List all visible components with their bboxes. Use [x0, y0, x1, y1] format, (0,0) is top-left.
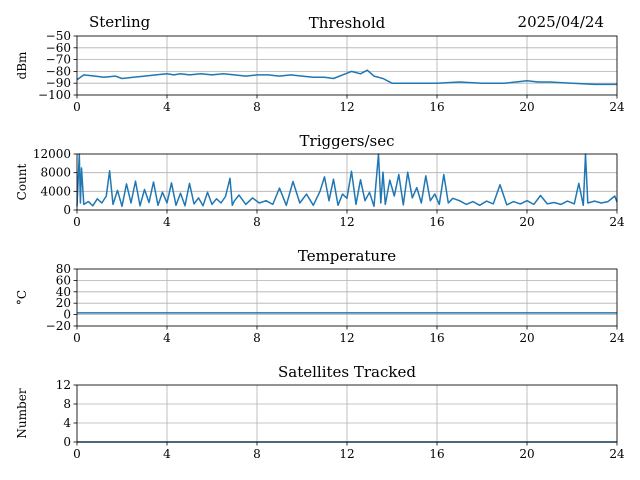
- y-tick-label: 0: [63, 435, 71, 449]
- x-tick-label: 20: [519, 100, 534, 114]
- x-tick-label: 24: [609, 447, 625, 461]
- y-tick-label: −90: [46, 76, 71, 90]
- x-tick-label: 4: [163, 331, 171, 345]
- y-tick-label: 0: [63, 203, 71, 217]
- x-tick-label: 24: [609, 215, 625, 229]
- y-tick-label: −70: [46, 53, 71, 67]
- x-tick-label: 0: [73, 447, 81, 461]
- x-tick-label: 12: [339, 100, 354, 114]
- chart-title: Satellites Tracked: [278, 363, 416, 381]
- y-tick-label: −20: [46, 319, 71, 333]
- x-tick-label: 0: [73, 331, 81, 345]
- y-axis-label: Number: [15, 388, 29, 438]
- x-tick-label: 20: [519, 447, 534, 461]
- y-tick-label: −60: [46, 41, 71, 55]
- x-tick-label: 8: [253, 447, 261, 461]
- series-line: [76, 69, 617, 86]
- x-tick-label: 0: [73, 100, 81, 114]
- x-tick-label: 24: [609, 100, 625, 114]
- x-tick-label: 4: [163, 447, 171, 461]
- y-tick-label: 12000: [33, 147, 71, 161]
- chart-title: Temperature: [298, 247, 396, 265]
- chart-panels: 0 4 8 12 16 20 24 −100−90−80−70−60−50 Threshold d…: [15, 14, 625, 461]
- y-axis-label: °C: [15, 290, 29, 305]
- y-tick-label: 8: [63, 397, 71, 411]
- x-tick-label: 16: [429, 215, 444, 229]
- x-tick-label: 20: [519, 331, 534, 345]
- x-tick-label: 4: [163, 100, 171, 114]
- y-tick-label: 60: [56, 273, 71, 287]
- y-axis-label: Count: [15, 163, 29, 200]
- y-tick-label: 8000: [40, 166, 71, 180]
- y-tick-label: −50: [46, 29, 71, 43]
- y-tick-label: 12: [56, 378, 71, 392]
- y-tick-label: 40: [56, 285, 71, 299]
- chart-panel-1: 0 4 8 12 16 20 24 −100−90−80−70−60−50 Threshold d…: [15, 14, 625, 114]
- x-tick-label: 12: [339, 331, 354, 345]
- x-tick-label: 16: [429, 100, 444, 114]
- x-tick-label: 8: [253, 100, 261, 114]
- series-line: [76, 153, 618, 208]
- x-tick-label: 8: [253, 215, 261, 229]
- report-date: 2025/04/24: [518, 13, 604, 31]
- y-tick-label: 20: [56, 296, 71, 310]
- y-axis-label: dBm: [15, 51, 29, 80]
- x-tick-label: 8: [253, 331, 261, 345]
- y-tick-label: 4000: [40, 184, 71, 198]
- station-name: Sterling: [89, 13, 151, 31]
- y-tick-label: −80: [46, 64, 71, 78]
- x-tick-label: 24: [609, 331, 625, 345]
- y-tick-label: 0: [63, 308, 71, 322]
- x-tick-label: 0: [73, 215, 81, 229]
- y-tick-label: 80: [56, 262, 71, 276]
- x-tick-label: 12: [339, 447, 354, 461]
- x-tick-label: 16: [429, 331, 444, 345]
- x-tick-label: 16: [429, 447, 444, 461]
- y-tick-label: 4: [63, 416, 71, 430]
- x-tick-label: 12: [339, 215, 354, 229]
- x-tick-label: 4: [163, 215, 171, 229]
- y-tick-label: −100: [38, 88, 71, 102]
- x-tick-label: 20: [519, 215, 534, 229]
- chart-title: Triggers/sec: [300, 132, 395, 150]
- chart-panel-4: 0 4 8 12 16 20 24 0 4 8 12 Satellites Tracked Number: [15, 363, 625, 461]
- chart-panel-2: 0 4 8 12 16 20 24 0 4000 8000 12000 Triggers/sec Cou…: [15, 132, 625, 229]
- chart-title: Threshold: [309, 14, 386, 32]
